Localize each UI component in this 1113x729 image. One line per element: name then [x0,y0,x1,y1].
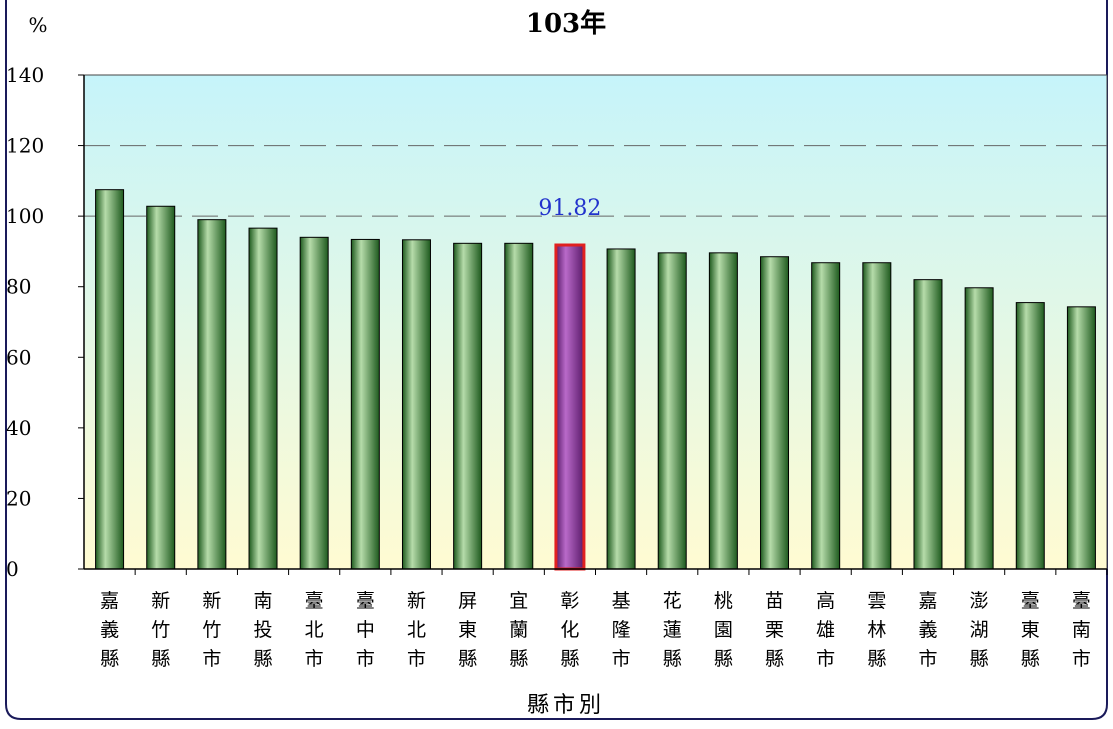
bar-花蓮縣 [657,252,687,570]
x-tick-label: 屏東縣 [458,590,477,670]
x-tick-label: 澎湖縣 [970,590,989,670]
bar-南投縣 [248,227,278,570]
bar-雲林縣 [862,262,892,570]
x-tick-label: 嘉義縣 [100,590,119,670]
y-tick-label: 0 [6,557,19,581]
x-tick-label: 高雄市 [816,590,835,670]
y-tick-label: 140 [6,63,44,87]
x-tick-label: 雲林縣 [867,590,886,670]
x-tick-label: 桃園縣 [714,590,733,670]
x-tick-label: 新北市 [407,590,426,670]
x-tick-label: 彰化縣 [560,590,579,670]
x-tick-label: 臺南市 [1072,590,1091,670]
x-tick-label: 基隆市 [612,590,631,670]
bar-新竹縣 [146,205,176,570]
x-tick-label: 嘉義市 [918,590,937,670]
bar-新北市 [401,239,431,570]
bar-嘉義縣 [95,189,125,570]
x-tick-label: 臺北市 [305,590,324,670]
bar-基隆市 [606,248,636,570]
y-tick-label: 40 [6,416,31,440]
y-unit-label: % [28,13,47,37]
y-tick-label: 20 [6,486,31,510]
bar-臺北市 [299,236,329,570]
y-tick-label: 80 [6,275,31,299]
bars: 91.82 [95,189,1096,571]
bar-苗栗縣 [760,256,790,570]
bar-桃園縣 [708,252,738,570]
bar-臺中市 [350,238,380,570]
x-tick-label: 南投縣 [254,590,273,670]
bar-新竹市 [197,219,227,570]
bar-臺東縣 [1015,302,1045,570]
chart-title: 103年 [526,8,606,39]
x-tick-label: 宜蘭縣 [509,590,528,670]
grid-lines [84,145,1107,217]
x-tick-label: 新竹市 [202,590,221,670]
x-axis-category-labels: 嘉義縣 新竹縣 新竹市 南投縣 臺北市 臺中市 新北市 屏東縣 宜蘭縣 彰化縣 基隆市 花蓮縣 桃園縣 苗… [100,569,1108,670]
y-tick-label: 60 [6,345,31,369]
bar-澎湖縣 [964,287,994,570]
bar-彰化縣 [554,243,586,571]
highlight-value-label: 91.82 [538,196,601,221]
y-axis-ticks: 0 20 40 60 80 100 120 140 [6,63,84,581]
x-tick-label: 臺東縣 [1021,590,1040,670]
chart-frame [5,0,1108,720]
x-tick-label: 苗栗縣 [765,590,784,670]
y-tick-label: 100 [6,204,44,228]
bar-屏東縣 [453,242,483,570]
y-tick-label: 120 [6,134,44,158]
x-tick-label: 新竹縣 [151,590,170,670]
x-tick-label: 臺中市 [356,590,375,670]
x-axis-title: 縣市別 [527,693,605,718]
bar-高雄市 [811,262,841,570]
bar-宜蘭縣 [504,242,534,570]
bar-嘉義市 [913,279,943,570]
x-tick-label: 花蓮縣 [663,590,682,670]
plot-area [83,74,1108,570]
bar-臺南市 [1066,306,1096,570]
